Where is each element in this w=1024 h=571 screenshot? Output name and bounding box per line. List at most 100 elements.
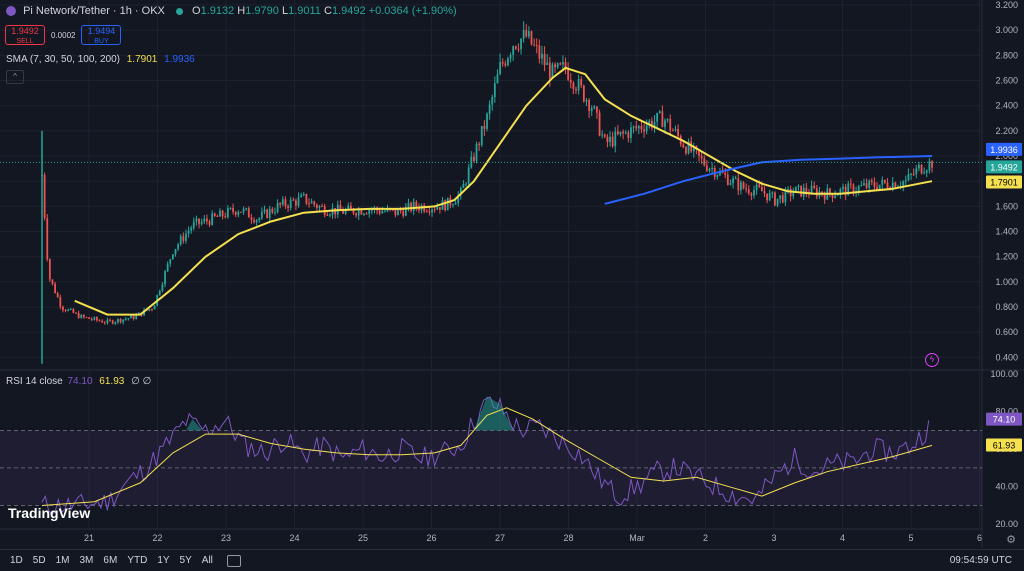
candle-body [305,193,308,204]
range-button-3m[interactable]: 3M [79,555,94,566]
candle-body [467,167,470,184]
candle-body [609,136,611,143]
candle-body [292,199,295,201]
candle-body [478,143,481,145]
y-tick-label: 1.000 [995,277,1018,287]
candle-body [82,315,85,318]
candle-body [593,106,596,109]
candle-body [454,202,457,205]
lightning-icon[interactable]: ϟ [925,353,939,367]
gear-icon[interactable]: ⚙ [1006,534,1016,546]
candle-body [339,204,342,211]
candle-body [541,53,543,59]
candle-body [499,62,501,75]
candle-body [195,218,198,222]
calendar-icon[interactable] [226,554,241,567]
candle-body [446,197,449,211]
rsi-legend[interactable]: RSI 14 close 74.10 61.93 ∅ ∅ [6,376,151,387]
bottom-toolbar: 1D 5D 1M 3M 6M YTD 1Y 5Y All 09:54:59 UTC [0,549,1024,571]
candle-body [493,83,496,97]
candle-body [226,208,229,218]
candle-body [410,202,412,211]
candle-body [232,208,234,212]
candle-body [438,207,441,210]
sma-short-line [74,66,933,316]
candle-body [666,118,669,121]
candle-body [302,193,305,196]
low-value: 1.9011 [288,5,321,17]
candle-body [789,188,792,197]
range-button-1m[interactable]: 1M [55,555,70,566]
candle-body [200,221,203,224]
price-tag-label: 1.7901 [990,177,1018,187]
candle-body [585,100,588,102]
range-button-6m[interactable]: 6M [103,555,118,566]
candle-body [768,193,771,201]
symbol-title[interactable]: Pi Network/Tether · 1h · OKX [23,5,165,17]
buy-button[interactable]: 1.9494 BUY [81,25,122,45]
price-tag-label: 1.9936 [990,145,1018,155]
candle-body [763,191,766,194]
sell-button[interactable]: 1.9492 SELL [5,25,45,45]
candle-body [67,309,70,311]
candle-body [724,172,727,175]
utc-clock[interactable]: 09:54:59 UTC [949,555,1012,566]
range-button-5d[interactable]: 5D [32,555,46,566]
price-tag [986,160,1022,174]
candle-body [258,218,261,221]
candle-body [274,212,276,214]
sma-long-line [604,155,933,205]
candle-body [512,46,515,55]
candle-body [501,62,504,64]
candle-body [352,208,355,214]
y-tick-label: 0.600 [995,327,1018,337]
candle-body [546,62,549,66]
x-tick-label: 21 [84,533,94,543]
candle-body [873,182,876,188]
candle-body [59,297,62,307]
candle-body [276,202,279,213]
candle-body [839,188,842,195]
collapse-legend-icon[interactable]: ^ [6,70,24,84]
candle-body [43,175,46,219]
candle-body [281,199,284,205]
change-value: +0.0364 (+1.90%) [368,5,457,17]
candle-body [310,201,313,204]
candle-body [250,217,253,220]
range-button-5y[interactable]: 5Y [179,555,192,566]
candle-body [247,208,250,218]
candle-body [611,136,614,147]
candle-body [326,215,329,217]
y-tick-label: 1.200 [995,252,1018,262]
candle-body [203,218,206,222]
x-tick-label: 3 [771,533,776,543]
candle-body [627,132,630,139]
rsi-tag-label: 61.93 [993,440,1016,450]
candle-body [614,131,617,147]
candle-body [753,190,755,196]
candle-body [109,319,111,321]
candle-body [729,183,732,185]
candle-body [255,220,258,223]
candle-body [794,186,797,193]
rsi-tick-label: 100.00 [990,369,1018,379]
candle-body [559,63,562,65]
candle-body [865,183,868,188]
candle-body [46,218,49,260]
range-button-1d[interactable]: 1D [10,555,23,566]
candle-body [360,209,363,215]
candle-body [158,290,161,295]
tradingview-logo[interactable]: TradingView [8,505,90,521]
sma-legend[interactable]: SMA (7, 30, 50, 100, 200) 1.7901 1.9936 [6,54,195,65]
candle-body [533,44,536,46]
candle-body [726,174,729,185]
x-tick-label: Mar [629,533,645,543]
range-button-all[interactable]: All [201,555,213,566]
close-value: 1.9492 [331,5,366,17]
y-tick-label: 3.200 [995,0,1018,10]
range-button-1y[interactable]: 1Y [157,555,170,566]
range-button-ytd[interactable]: YTD [127,555,148,566]
candle-body [260,212,263,219]
candle-body [554,64,556,68]
